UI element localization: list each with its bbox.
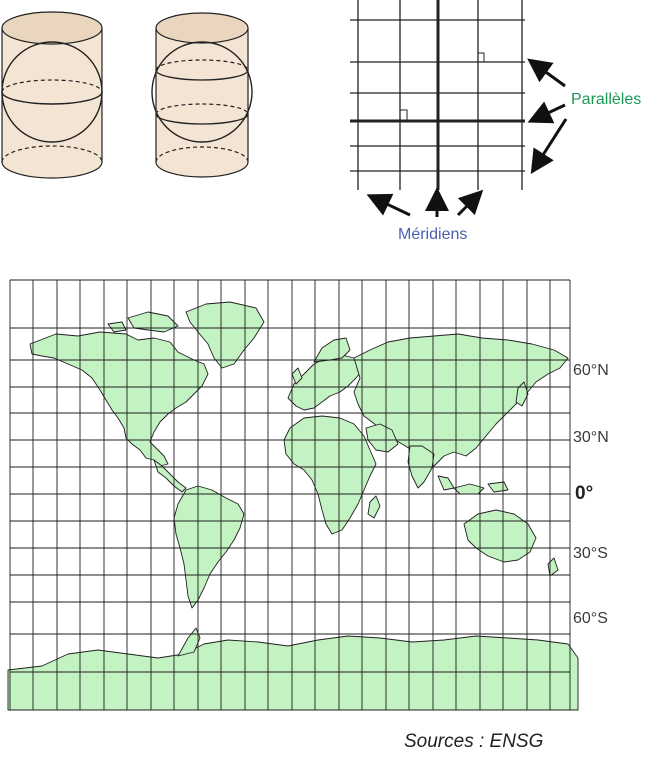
greenland — [185, 301, 265, 369]
europe — [287, 353, 365, 411]
latitude-label-30s: 30°S — [573, 545, 608, 562]
latitude-label-60s: 60°S — [573, 610, 608, 627]
world-map — [7, 279, 579, 711]
latitude-label-60n: 60°N — [573, 362, 609, 379]
cylinder-secant-diagram — [151, 12, 253, 178]
cylinder-tangent-diagram — [1, 11, 103, 179]
paralleles-label: Parallèles — [571, 91, 642, 108]
south-america — [173, 485, 245, 609]
latitude-label-equator: 0° — [575, 483, 594, 504]
latitude-label-30n: 30°N — [573, 429, 609, 446]
meridiens-label: Méridiens — [398, 226, 468, 243]
arrows-overlay — [366, 58, 568, 217]
australia — [463, 509, 537, 563]
graticule-diagram — [350, 0, 525, 190]
africa — [283, 415, 377, 535]
north-america — [29, 331, 209, 467]
source-caption: Sources : ENSG — [404, 731, 544, 752]
antarctica — [7, 635, 579, 711]
